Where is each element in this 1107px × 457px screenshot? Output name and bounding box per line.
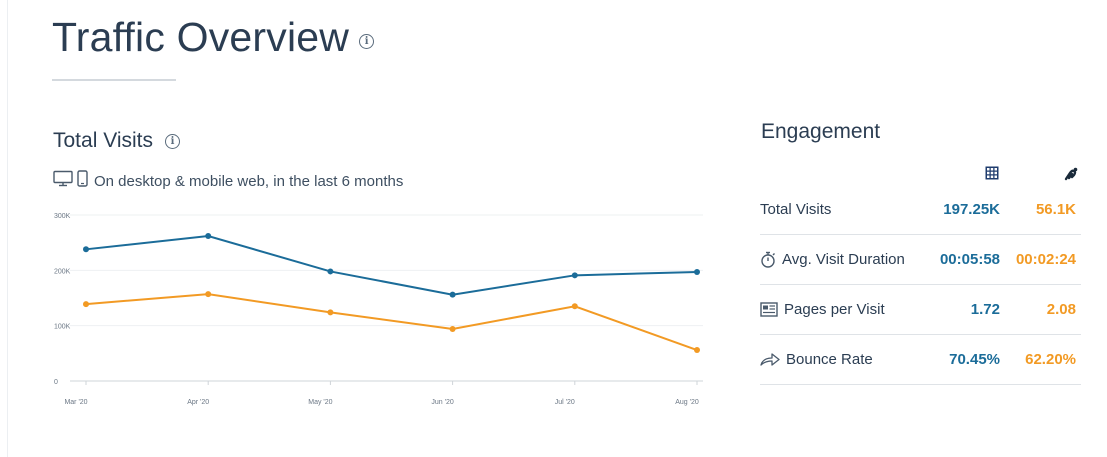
total-visits-info-icon[interactable]: i — [165, 133, 180, 149]
x-tick-label: Mar '20 — [64, 399, 87, 406]
engagement-value-col2: 2.08 — [1046, 301, 1076, 318]
engagement-value-col2: 00:02:24 — [1015, 251, 1076, 268]
series-2-point — [571, 303, 578, 310]
grid-logo-icon — [985, 166, 999, 185]
engagement-row-bounce-rate: Bounce Rate 70.45% 62.20% — [760, 335, 1081, 385]
engagement-label: Pages per Visit — [784, 301, 885, 318]
x-tick-label: Apr '20 — [187, 399, 209, 406]
title-info-icon[interactable]: i — [359, 34, 375, 49]
series-1-point — [205, 233, 212, 240]
series-1-point — [449, 291, 456, 298]
engagement-label: Avg. Visit Duration — [782, 251, 905, 268]
engagement-value-col2: 62.20% — [1025, 351, 1076, 368]
title-underline — [52, 79, 176, 81]
engagement-row-total-visits: Total Visits 197.25K 56.1K — [760, 185, 1081, 235]
desktop-icon — [53, 170, 73, 192]
y-tick-label: 300K — [54, 213, 71, 220]
page-title: Traffic Overview — [52, 14, 350, 60]
page-header: Traffic Overview i — [52, 14, 375, 61]
series-2-point — [449, 325, 456, 332]
series-2-point — [694, 347, 700, 354]
engagement-table: Total Visits 197.25K 56.1K Avg. Visit Du… — [760, 164, 1081, 385]
bounce-arrow-icon — [760, 352, 780, 367]
x-tick-label: Jul '20 — [555, 399, 575, 406]
total-visits-subtitle-row: On desktop & mobile web, in the last 6 m… — [53, 170, 403, 192]
series-2-point — [327, 309, 334, 316]
stopwatch-icon — [760, 251, 776, 268]
y-tick-label: 200K — [54, 268, 71, 275]
series-line-2 — [85, 293, 698, 351]
engagement-title: Engagement — [761, 120, 881, 143]
series-line-1 — [85, 235, 698, 296]
engagement-label: Bounce Rate — [786, 351, 873, 368]
engagement-row-avg-visit-duration: Avg. Visit Duration 00:05:58 00:02:24 — [760, 235, 1081, 285]
series-2-point — [83, 301, 89, 308]
series-1-point — [327, 268, 334, 275]
total-visits-chart: 0 100K 200K 300K Mar '20 Apr '20 May '20 Jun '2… — [54, 213, 703, 406]
x-tick-label: Aug '20 — [675, 399, 699, 406]
engagement-header-row — [760, 164, 1081, 185]
engagement-label: Total Visits — [760, 201, 832, 218]
series-1-point — [694, 268, 700, 275]
engagement-value-col1: 70.45% — [949, 351, 1000, 368]
engagement-value-col1: 00:05:58 — [939, 251, 1000, 268]
total-visits-header: Total Visits i — [53, 129, 180, 153]
y-tick-label: 0 — [54, 379, 58, 386]
x-tick-label: Jun '20 — [431, 399, 453, 406]
x-tick-label: May '20 — [308, 399, 332, 406]
series-1-point — [83, 246, 89, 253]
link-logo-icon — [1063, 166, 1079, 187]
series-1-point — [571, 272, 578, 279]
total-visits-title: Total Visits — [53, 129, 153, 152]
engagement-value-col1: 1.72 — [970, 301, 1000, 318]
engagement-row-pages-per-visit: Pages per Visit 1.72 2.08 — [760, 285, 1081, 335]
total-visits-subtitle: On desktop & mobile web, in the last 6 m… — [94, 172, 404, 190]
series-2-point — [205, 291, 212, 298]
y-tick-label: 100K — [54, 324, 71, 331]
engagement-value-col1: 197.25K — [943, 201, 1000, 218]
mobile-icon — [77, 170, 88, 192]
left-border — [7, 0, 8, 457]
engagement-value-col2: 56.1K — [1035, 201, 1076, 218]
pages-icon — [760, 302, 778, 317]
